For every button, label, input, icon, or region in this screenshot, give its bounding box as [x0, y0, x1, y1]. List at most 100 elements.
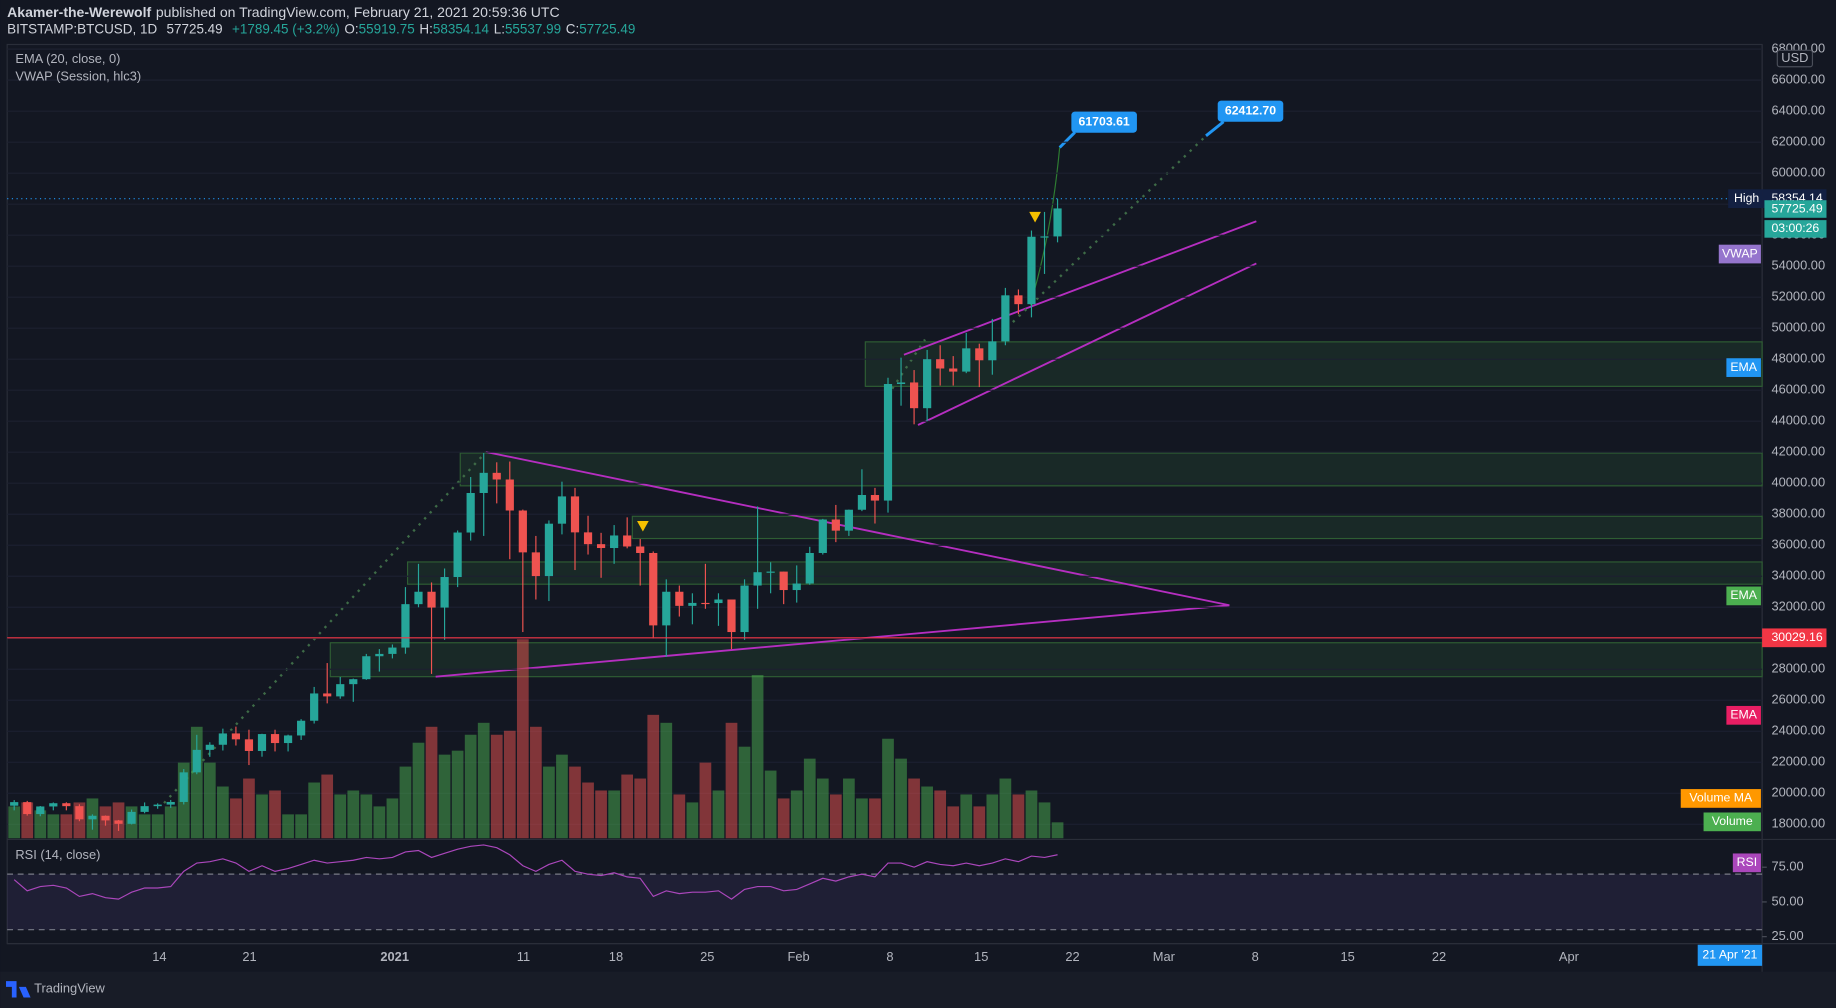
- rsi-line: [13, 844, 1058, 900]
- volume-bar: [921, 786, 933, 839]
- volume-bar: [647, 714, 660, 839]
- volume-bar: [608, 790, 620, 839]
- volume-bar: [217, 786, 229, 839]
- candle-body: [153, 804, 162, 807]
- volume-bar: [438, 754, 451, 839]
- indicator-badge: [1703, 812, 1761, 832]
- candle-body: [479, 472, 488, 493]
- x-tick-label: 14: [152, 949, 166, 964]
- triangle-marker: [637, 520, 649, 532]
- candle-body: [570, 496, 580, 533]
- volume-bar: [960, 794, 973, 839]
- volume-bar: [308, 782, 321, 839]
- rsi-tick-label: 50.00: [1771, 893, 1803, 908]
- projection: [163, 451, 487, 804]
- volume-bar: [803, 758, 816, 839]
- volume-bar: [986, 794, 999, 839]
- volume-bar: [164, 806, 177, 839]
- change: +1789.45 (+3.2%): [232, 21, 340, 36]
- y-tick-label: 38000.00: [1771, 506, 1825, 521]
- candle-body: [114, 820, 123, 824]
- x-tick-label: 11: [517, 949, 530, 964]
- target-callout: [1217, 100, 1284, 122]
- x-tick-label: 15: [1341, 949, 1355, 964]
- y-tick-label: 18000.00: [1771, 816, 1825, 831]
- last-price-badge: [1764, 200, 1827, 218]
- dynamic-layer: 18000.00 20000.00 22000.00 24000.00 26000.00…: [7, 41, 1827, 966]
- rsi-badge-label: RSI: [1737, 855, 1757, 869]
- high-label: High: [1734, 191, 1759, 205]
- rsi-legend: RSI (14, close): [15, 847, 100, 862]
- candle-body: [857, 495, 867, 510]
- candle-body: [23, 802, 32, 815]
- x-tick-label: 21: [242, 949, 256, 964]
- indicator-badge: [1680, 789, 1761, 808]
- l-label: L:: [494, 21, 505, 36]
- candle-body: [75, 806, 84, 820]
- x-tick-label: 15: [974, 949, 988, 964]
- candle-body: [818, 519, 827, 553]
- candle-body: [1027, 236, 1036, 305]
- volume-bar: [999, 778, 1012, 839]
- candle-body: [375, 653, 384, 657]
- volume-bar: [816, 778, 829, 839]
- level-label: 30029.16: [1771, 630, 1822, 644]
- candle-body: [779, 571, 788, 591]
- volume-bar: [634, 778, 647, 839]
- candle-body: [205, 744, 214, 750]
- candle-body: [753, 572, 762, 586]
- zone: [406, 561, 1763, 585]
- volume-bar: [230, 798, 242, 839]
- candle-body: [596, 544, 606, 549]
- volume-bar: [347, 790, 360, 839]
- level-badge: [1762, 628, 1827, 648]
- volume-bar: [516, 639, 529, 839]
- volume-bar: [1051, 822, 1064, 839]
- countdown-badge: [1764, 220, 1827, 238]
- x-tick-label: Apr: [1559, 949, 1580, 964]
- author: Akamer-the-Werewolf: [7, 4, 151, 20]
- volume-bar: [360, 794, 373, 839]
- candle-body: [257, 734, 267, 751]
- volume-bar: [190, 726, 203, 839]
- candle-body: [792, 583, 801, 591]
- candle-body: [401, 604, 410, 648]
- y-tick-label: 26000.00: [1771, 692, 1825, 707]
- indicator-badge: [1726, 358, 1761, 377]
- candle-body: [675, 591, 684, 606]
- candle-body: [127, 811, 136, 824]
- volume-bar: [660, 722, 673, 839]
- candle-body: [101, 815, 110, 821]
- candle-body: [310, 693, 319, 721]
- header-line-2: BITSTAMP:BTCUSD, 1D 57725.49 +1789.45 (+3.…: [7, 21, 635, 36]
- y-tick-label: 32000.00: [1771, 599, 1825, 614]
- zone: [329, 642, 1763, 678]
- candle-body: [336, 684, 345, 697]
- callout-pointers: [1058, 120, 1225, 149]
- candle-body: [192, 749, 201, 773]
- candle-body: [323, 693, 332, 697]
- target-callout: [1071, 111, 1137, 133]
- x-tick-label: 22: [1065, 949, 1079, 964]
- y-tick-label: 50000.00: [1771, 320, 1825, 335]
- y-tick-label: 52000.00: [1771, 289, 1825, 304]
- y-tick-label: 64000.00: [1771, 103, 1825, 118]
- high-badge: [1728, 189, 1763, 209]
- volume-bar: [477, 722, 490, 839]
- rsi-band: [7, 874, 1763, 930]
- volume-bar: [203, 762, 216, 839]
- volume-bar: [243, 778, 255, 839]
- volume-bar: [856, 798, 868, 839]
- trendline: [435, 604, 1230, 678]
- volume-bar: [530, 726, 542, 839]
- y-tick-label: 60000.00: [1771, 165, 1825, 180]
- pointer: [1205, 120, 1225, 137]
- h-label: H:: [419, 21, 432, 36]
- zone: [459, 452, 1763, 487]
- volume-bar: [973, 806, 986, 839]
- date-badge: [1697, 944, 1763, 966]
- volume-bar: [699, 762, 712, 839]
- currency-box: [1776, 49, 1814, 68]
- x-tick-label: 8: [886, 949, 893, 964]
- volume-bar: [34, 810, 47, 839]
